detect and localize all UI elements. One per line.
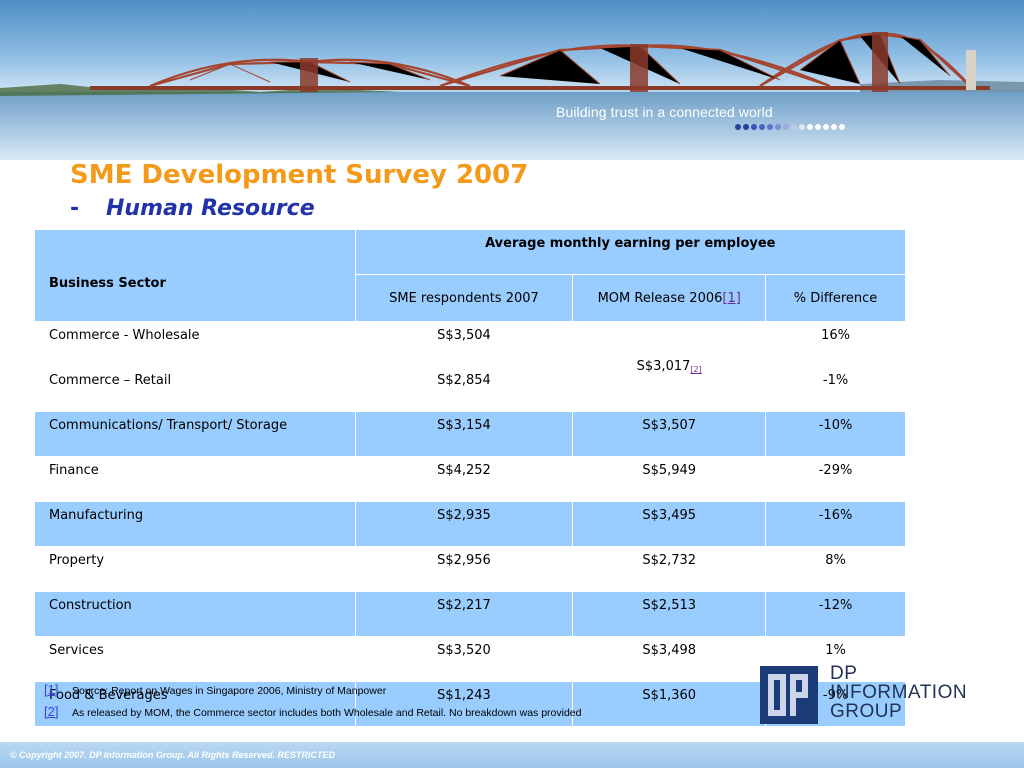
cell-sme: S$2,854: [354, 366, 574, 412]
logo-mark: [760, 666, 818, 724]
table-row: Construction S$2,217 S$2,513 -12%: [34, 591, 906, 637]
dot: [815, 124, 821, 130]
page-title: SME Development Survey 2007: [70, 160, 529, 190]
cell-sector: Construction: [34, 591, 356, 637]
cell-mom-merged: S$3,017[2]: [572, 321, 767, 412]
table-body: Commerce - Wholesale S$3,504 S$3,017[2] 16%…: [34, 321, 906, 727]
dot: [775, 124, 781, 130]
cell-sme: S$2,956: [354, 546, 574, 592]
cell-difference: -12%: [765, 591, 906, 637]
header-sme-respondents: SME respondents 2007: [354, 274, 574, 322]
cell-mom: S$3,498: [572, 636, 767, 682]
dot: [807, 124, 813, 130]
cell-sector: Property: [34, 546, 356, 592]
progress-dots: [735, 124, 845, 130]
footnote: [1] Source: Report on Wages in Singapore…: [44, 682, 582, 704]
footer-bar: © Copyright 2007. DP Information Group. …: [0, 742, 1024, 768]
cell-sector: Communications/ Transport/ Storage: [34, 411, 356, 457]
cell-sector: Services: [34, 636, 356, 682]
cell-difference: -1%: [765, 366, 906, 412]
cell-mom: S$5,949: [572, 456, 767, 502]
bridge-photo: [0, 32, 1024, 160]
cell-difference: 8%: [765, 546, 906, 592]
copyright-text: © Copyright 2007. DP Information Group. …: [10, 750, 336, 760]
table-row: Commerce – Retail S$2,854 -1%: [34, 366, 906, 412]
table-row: Commerce - Wholesale S$3,504 S$3,017[2] 16%: [34, 321, 906, 412]
table-row: Services S$3,520 S$3,498 1%: [34, 636, 906, 682]
dp-logo: DP INFORMATION GROUP: [760, 664, 980, 728]
ref-link-2[interactable]: [2]: [690, 365, 702, 374]
footnote: [2] As released by MOM, the Commerce sec…: [44, 704, 582, 726]
cell-sme: S$2,217: [354, 591, 574, 637]
table-row: Manufacturing S$2,935 S$3,495 -16%: [34, 501, 906, 547]
cell-sme: S$2,935: [354, 501, 574, 547]
footnote-text: As released by MOM, the Commerce sector …: [72, 707, 582, 719]
cell-difference: -29%: [765, 456, 906, 502]
cell-sme: S$1,243: [354, 681, 574, 727]
table-row: Finance S$4,252 S$5,949 -29%: [34, 456, 906, 502]
ref-link-1[interactable]: [1]: [722, 290, 741, 306]
cell-sme: S$3,154: [354, 411, 574, 457]
dot: [783, 124, 789, 130]
table-row: Property S$2,956 S$2,732 8%: [34, 546, 906, 592]
dot: [799, 124, 805, 130]
earnings-table: Business Sector Average monthly earning …: [34, 229, 907, 727]
dot: [831, 124, 837, 130]
cell-sector: Finance: [34, 456, 356, 502]
dot: [735, 124, 741, 130]
cell-sme: S$4,252: [354, 456, 574, 502]
cell-mom: S$1,360: [572, 681, 767, 727]
cell-difference: -10%: [765, 411, 906, 457]
cell-sme: S$3,520: [354, 636, 574, 682]
footnotes: [1] Source: Report on Wages in Singapore…: [44, 682, 582, 726]
footnote-ref-link[interactable]: [2]: [44, 704, 59, 719]
dot: [767, 124, 773, 130]
cell-sector: Commerce – Retail: [34, 366, 356, 412]
header-banner: Building trust in a connected world: [0, 0, 1024, 160]
cell-mom: S$3,507: [572, 411, 767, 457]
cell-sector: Food & Beverages: [34, 681, 356, 727]
cell-mom: S$2,732: [572, 546, 767, 592]
dot: [743, 124, 749, 130]
dot: [839, 124, 845, 130]
subtitle-dash: -: [70, 196, 80, 221]
dot: [751, 124, 757, 130]
cell-sector: Commerce - Wholesale: [34, 321, 356, 367]
table-row: Communications/ Transport/ Storage S$3,15…: [34, 411, 906, 457]
subtitle-text: Human Resource: [106, 196, 315, 221]
cell-sme: S$3,504: [354, 321, 574, 367]
cell-mom: S$2,513: [572, 591, 767, 637]
header-mom-release: MOM Release 2006[1]: [572, 274, 767, 322]
footnote-text: Source: Report on Wages in Singapore 200…: [72, 685, 387, 697]
page-subtitle: - Human Resource: [70, 196, 315, 221]
dot: [823, 124, 829, 130]
cell-sector: Manufacturing: [34, 501, 356, 547]
logo-text: DP INFORMATION GROUP: [830, 663, 968, 722]
cell-mom-value: S$3,017: [636, 359, 691, 374]
cell-difference: -16%: [765, 501, 906, 547]
header-business-sector: Business Sector: [34, 229, 356, 322]
dot: [791, 124, 797, 130]
dot: [759, 124, 765, 130]
tagline: Building trust in a connected world: [556, 104, 773, 120]
cell-difference: 16%: [765, 321, 906, 367]
header-difference: % Difference: [765, 274, 906, 322]
cell-mom: S$3,495: [572, 501, 767, 547]
header-average-earning: Average monthly earning per employee: [354, 229, 907, 275]
footnote-ref-link[interactable]: [1]: [44, 682, 59, 697]
